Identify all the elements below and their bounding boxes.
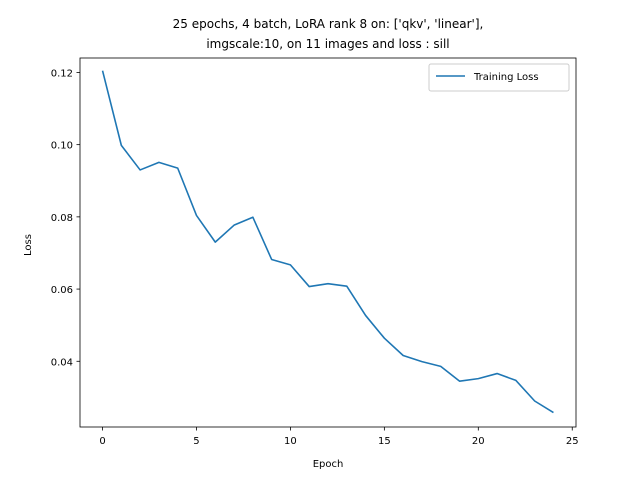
y-axis-label: Loss [23, 234, 34, 256]
data-point [102, 70, 104, 72]
data-point [196, 215, 198, 217]
data-point [233, 224, 235, 226]
data-point [478, 378, 480, 380]
x-tick-label: 5 [193, 436, 199, 447]
data-point [177, 167, 179, 169]
legend: Training Loss [428, 63, 570, 92]
data-point [252, 216, 254, 218]
data-point [421, 361, 423, 363]
data-point [308, 286, 310, 288]
plot-frame [79, 57, 577, 428]
legend-label-training-loss: Training Loss [473, 72, 539, 83]
series-line-training-loss [101, 70, 554, 414]
data-point [214, 241, 216, 243]
y-tick-label: 0.04 [51, 357, 73, 368]
x-tick-label: 20 [472, 436, 485, 447]
data-point [327, 283, 329, 285]
y-tick-label: 0.10 [51, 141, 73, 152]
data-point [346, 285, 348, 287]
data-point [534, 400, 536, 402]
x-axis-label: Epoch [313, 459, 344, 470]
x-tick-label: 25 [566, 436, 579, 447]
data-point [384, 337, 386, 339]
data-point [496, 373, 498, 375]
data-point [553, 412, 555, 414]
x-tick-label: 0 [99, 436, 105, 447]
data-point [402, 355, 404, 357]
data-point [158, 162, 160, 164]
data-point [515, 380, 517, 382]
data-point [271, 259, 273, 261]
plot-area: 0 5 10 15 20 25 0.04 0.06 0.08 0.10 0.12 [51, 57, 579, 447]
data-point [139, 169, 141, 171]
y-tick-label: 0.06 [51, 285, 73, 296]
chart-title-line-1: 25 epochs, 4 batch, LoRA rank 8 on: ['qk… [173, 17, 484, 31]
x-tick-label: 15 [378, 436, 391, 447]
data-point [121, 145, 123, 147]
data-point [459, 380, 461, 382]
data-point [290, 264, 292, 266]
legend-box [428, 63, 570, 92]
chart-title-line-2: imgscale:10, on 11 images and loss : sil… [206, 37, 449, 51]
y-tick-label: 0.12 [51, 68, 73, 79]
y-tick-label: 0.08 [51, 213, 73, 224]
data-point [365, 315, 367, 317]
data-point [440, 366, 442, 368]
x-tick-label: 10 [284, 436, 297, 447]
